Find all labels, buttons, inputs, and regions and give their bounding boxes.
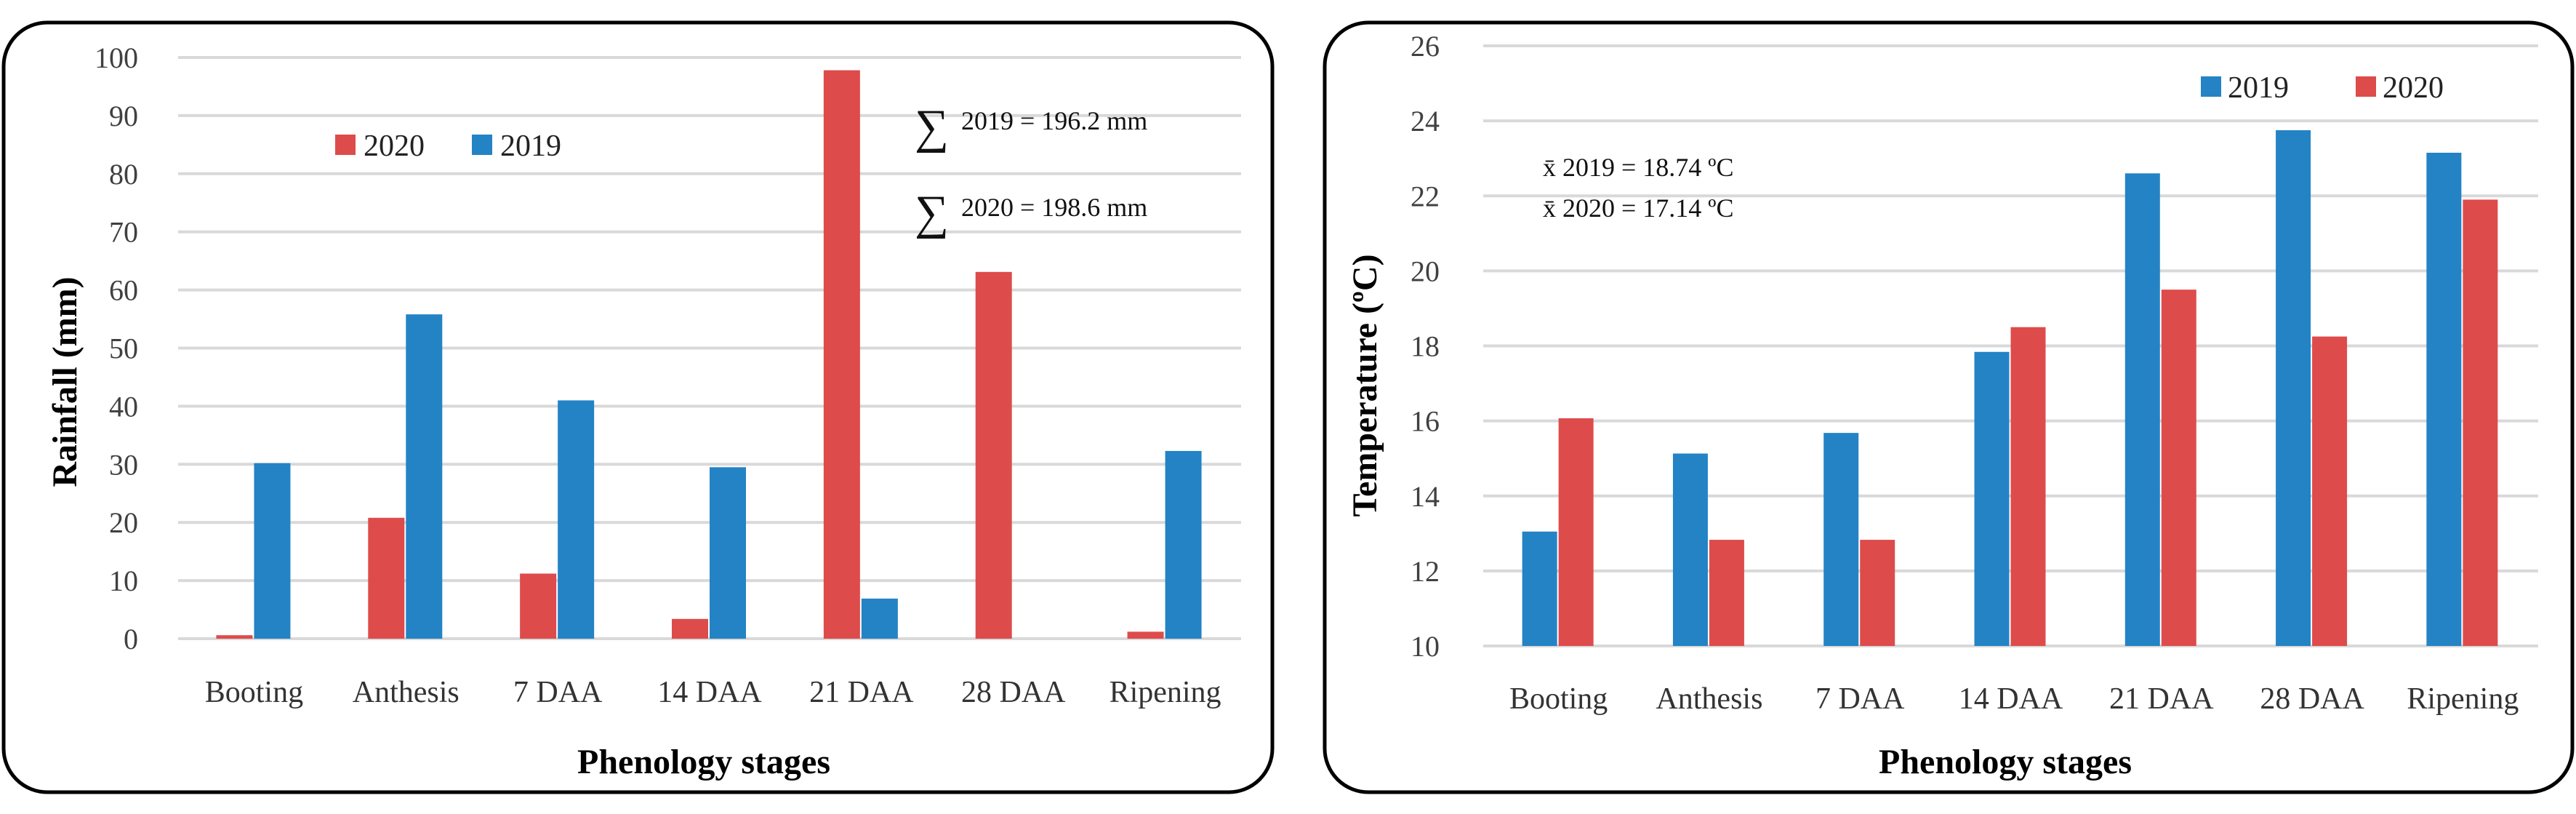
bar-2020-booting <box>216 635 253 639</box>
bar-2020-28-daa <box>2312 336 2348 646</box>
temp-y-tick-label: 14 <box>1411 480 1440 513</box>
bar-2020-7-daa <box>520 573 557 639</box>
bar-2020-anthesis <box>1709 540 1744 646</box>
rain-category-label: Booting <box>205 676 303 709</box>
temperature-y-axis-title: Temperature (ºC) <box>1346 254 1384 516</box>
temp-y-tick-label: 20 <box>1411 255 1440 287</box>
temp-category-label: 14 DAA <box>1959 682 2063 716</box>
bar-2019-booting <box>1522 531 1557 646</box>
bar-2020-21-daa <box>2161 290 2196 646</box>
temperature-category-labels: Booting Anthesis 7 DAA 14 DAA 21 DAA 28 DAA Ri… <box>1509 682 2519 716</box>
rain-y-tick-label: 70 <box>109 216 138 249</box>
rain-category-label: 14 DAA <box>657 676 762 709</box>
temperature-legend-swatch-2020 <box>2356 76 2376 97</box>
bar-2020-21-daa <box>823 70 860 639</box>
temperature-legend-swatch-2019 <box>2201 76 2221 97</box>
rainfall-sum-2020: 2020 = 198.6 mm <box>961 193 1147 222</box>
bar-2020-ripening <box>1127 631 1164 639</box>
rainfall-category-labels: Booting Anthesis 7 DAA 14 DAA 21 DAA 28 DAA Ri… <box>205 676 1221 709</box>
rain-y-tick-label: 0 <box>124 623 138 655</box>
bar-2019-booting <box>254 463 291 639</box>
bar-2020-14-daa <box>672 618 708 639</box>
rain-y-tick-label: 80 <box>109 158 138 191</box>
rainfall-bars <box>216 70 1202 639</box>
temp-category-label: Booting <box>1509 682 1608 716</box>
rainfall-legend-label-2019: 2019 <box>500 129 561 163</box>
rain-y-tick-label: 100 <box>95 41 138 74</box>
temp-category-label: 7 DAA <box>1815 682 1905 716</box>
temp-y-tick-label: 26 <box>1411 30 1440 63</box>
temperature-panel-border <box>1323 20 2575 794</box>
sum-symbol-2020: ∑ <box>915 186 949 239</box>
temp-y-tick-label: 22 <box>1411 180 1440 212</box>
temperature-chart-panel: 10 12 14 16 18 20 22 24 26 Booting Anthesis 7 DAA 1… <box>1323 20 2575 794</box>
temp-category-label: 21 DAA <box>2109 682 2214 716</box>
bar-2019-anthesis <box>1672 453 1708 646</box>
temp-y-tick-label: 16 <box>1411 405 1440 438</box>
rain-category-label: 28 DAA <box>961 676 1066 709</box>
bar-2019-14-daa <box>710 467 746 639</box>
temp-y-tick-label: 12 <box>1411 555 1440 588</box>
temp-category-label: 28 DAA <box>2260 682 2364 716</box>
bar-2020-14-daa <box>2010 327 2046 646</box>
temperature-legend: 2019 2020 <box>2201 71 2444 105</box>
rain-category-label: Ripening <box>1110 676 1221 709</box>
rain-y-tick-label: 20 <box>109 506 138 539</box>
bar-2019-21-daa <box>2124 173 2160 646</box>
rainfall-sum-annotations: ∑ 2019 = 196.2 mm ∑ 2020 = 198.6 mm <box>915 100 1147 239</box>
rainfall-legend-swatch-2019 <box>472 135 492 155</box>
bar-2019-14-daa <box>1974 351 2010 646</box>
temp-y-tick-label: 10 <box>1411 630 1440 663</box>
bar-2020-7-daa <box>1860 540 1895 646</box>
temperature-y-ticks: 10 12 14 16 18 20 22 24 26 <box>1411 30 1440 663</box>
temperature-mean-2020: x̄ 2020 = 17.14 ºC <box>1543 193 1733 223</box>
rainfall-x-axis-title: Phenology stages <box>577 743 830 781</box>
sum-symbol-2019: ∑ <box>915 100 949 153</box>
bar-2019-28-daa <box>2276 130 2311 646</box>
rainfall-y-ticks: 0 10 20 30 40 50 60 70 80 90 100 <box>95 41 138 655</box>
bar-2020-28-daa <box>975 271 1012 639</box>
temperature-mean-annotations: x̄ 2019 = 18.74 ºC x̄ 2020 = 17.14 ºC <box>1543 153 1733 223</box>
rainfall-y-axis-title: Rainfall (mm) <box>46 276 84 487</box>
rain-y-tick-label: 60 <box>109 274 138 307</box>
temperature-legend-label-2020: 2020 <box>2383 71 2444 105</box>
bar-2019-21-daa <box>861 598 898 639</box>
temperature-bars <box>1522 130 2498 646</box>
rainfall-legend-label-2020: 2020 <box>364 129 425 163</box>
temperature-mean-2019: x̄ 2019 = 18.74 ºC <box>1543 153 1733 182</box>
rain-category-label: Anthesis <box>353 676 460 709</box>
rain-y-tick-label: 40 <box>109 390 138 423</box>
rainfall-legend: 2020 2019 <box>335 129 561 163</box>
rainfall-sum-2019: 2019 = 196.2 mm <box>961 106 1147 135</box>
rain-y-tick-label: 10 <box>109 564 138 597</box>
rainfall-chart-panel: 0 10 20 30 40 50 60 70 80 90 100 Booting Anthesis 7 … <box>1 20 1275 794</box>
rain-y-tick-label: 90 <box>109 100 138 132</box>
temp-category-label: Ripening <box>2407 682 2519 716</box>
temperature-x-axis-title: Phenology stages <box>1879 743 2132 781</box>
rain-category-label: 7 DAA <box>513 676 603 709</box>
rain-category-label: 21 DAA <box>809 676 914 709</box>
rain-y-tick-label: 50 <box>109 332 138 365</box>
bar-2019-7-daa <box>1823 433 1859 646</box>
bar-2019-ripening <box>1165 450 1202 639</box>
bar-2020-anthesis <box>368 517 405 639</box>
temp-y-tick-label: 24 <box>1411 105 1440 137</box>
rainfall-legend-swatch-2020 <box>335 135 356 155</box>
bar-2020-ripening <box>2463 199 2498 646</box>
bar-2019-7-daa <box>558 400 595 639</box>
bar-2019-ripening <box>2426 152 2462 646</box>
temp-y-tick-label: 18 <box>1411 330 1440 363</box>
bar-2020-booting <box>1558 418 1594 646</box>
bar-2019-anthesis <box>406 314 443 639</box>
rain-y-tick-label: 30 <box>109 448 138 481</box>
temp-category-label: Anthesis <box>1656 682 1762 716</box>
temperature-legend-label-2019: 2019 <box>2228 71 2289 105</box>
